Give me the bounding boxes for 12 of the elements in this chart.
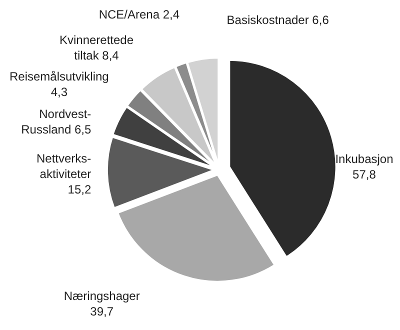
- slice-label: Basiskostnader 6,6: [226, 12, 330, 27]
- slice-label: Nordvest- Russland 6,5: [21, 106, 92, 136]
- data-label: 4,3: [50, 84, 68, 99]
- slice-label: Kvinnerettede tiltak 8,4: [59, 32, 134, 62]
- slice-label: Inkubasjon: [335, 152, 394, 166]
- data-label: 15,2: [68, 182, 92, 196]
- data-label: 57,8: [352, 167, 376, 182]
- slice-label: NCE/Arena 2,4: [98, 7, 180, 22]
- slice-label: Nettverks- aktiviteter: [36, 152, 92, 182]
- slice-label: Reisemålsutvikling: [9, 69, 109, 84]
- data-label: 39,7: [90, 304, 114, 318]
- slice-label: Næringshager: [64, 289, 140, 304]
